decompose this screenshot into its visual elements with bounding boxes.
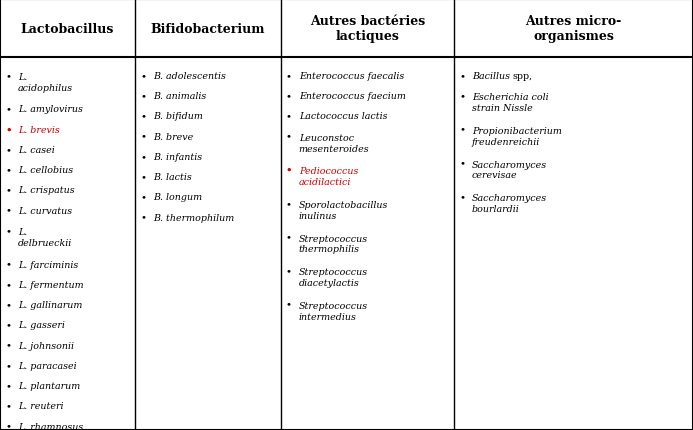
Text: •: •: [6, 361, 11, 370]
Text: Leuconstoc
mesenteroides: Leuconstoc mesenteroides: [299, 134, 369, 153]
Text: •: •: [286, 72, 292, 80]
Text: •: •: [286, 200, 292, 208]
Text: •: •: [141, 193, 146, 202]
Text: L. paracasei: L. paracasei: [18, 361, 77, 370]
Text: Escherichia coli
strain Nissle: Escherichia coli strain Nissle: [472, 93, 549, 113]
Text: •: •: [141, 92, 146, 101]
Text: B. bifidum: B. bifidum: [153, 112, 203, 121]
Text: spp,: spp,: [512, 72, 532, 80]
Text: •: •: [6, 280, 11, 289]
Text: •: •: [6, 206, 11, 215]
Text: L.
acidophilus: L. acidophilus: [18, 73, 73, 92]
Text: Saccharomyces
bourlardii: Saccharomyces bourlardii: [472, 194, 547, 213]
Text: •: •: [286, 233, 292, 242]
Text: •: •: [141, 173, 146, 181]
Text: Streptococcus
thermophilis: Streptococcus thermophilis: [299, 234, 368, 254]
Text: L. cellobius: L. cellobius: [18, 166, 73, 175]
Text: •: •: [459, 159, 465, 168]
Text: L. farciminis: L. farciminis: [18, 260, 78, 269]
Text: •: •: [6, 402, 11, 410]
Text: •: •: [286, 132, 292, 141]
Text: B. thermophilum: B. thermophilum: [153, 213, 234, 222]
Text: Autres bactéries
lactiques: Autres bactéries lactiques: [310, 15, 425, 43]
Text: •: •: [6, 422, 11, 430]
Text: L. crispatus: L. crispatus: [18, 186, 75, 195]
Text: Pediococcus
acidilactici: Pediococcus acidilactici: [299, 167, 358, 187]
Text: B. infantis: B. infantis: [153, 153, 202, 161]
Text: •: •: [6, 301, 11, 309]
Text: •: •: [6, 381, 11, 390]
Text: Saccharomyces
cerevisae: Saccharomyces cerevisae: [472, 160, 547, 180]
Text: L. casei: L. casei: [18, 146, 55, 154]
Text: •: •: [6, 321, 11, 329]
Text: B. lactis: B. lactis: [153, 173, 192, 181]
Text: L. plantarum: L. plantarum: [18, 381, 80, 390]
Text: Streptococcus
diacetylactis: Streptococcus diacetylactis: [299, 268, 368, 287]
Text: Enterococcus faecium: Enterococcus faecium: [299, 92, 405, 101]
Text: Bacillus: Bacillus: [472, 72, 513, 80]
Text: L. reuteri: L. reuteri: [18, 402, 64, 410]
Text: •: •: [459, 72, 465, 80]
Text: •: •: [286, 300, 292, 309]
Text: •: •: [459, 92, 465, 101]
Text: •: •: [6, 146, 11, 154]
Text: B. animalis: B. animalis: [153, 92, 207, 101]
Text: •: •: [6, 105, 11, 114]
Text: L. johnsonii: L. johnsonii: [18, 341, 74, 350]
Text: Propionibacterium
freudenreichii: Propionibacterium freudenreichii: [472, 127, 562, 146]
Text: L. amylovirus: L. amylovirus: [18, 105, 83, 114]
Text: Lactobacillus: Lactobacillus: [21, 22, 114, 36]
Text: •: •: [286, 112, 292, 121]
Text: •: •: [6, 260, 11, 269]
Text: L. fermentum: L. fermentum: [18, 280, 84, 289]
Text: •: •: [286, 267, 292, 275]
Text: Autres micro-
organismes: Autres micro- organismes: [525, 15, 622, 43]
Text: •: •: [141, 72, 146, 80]
Text: Sporolactobacillus
inulinus: Sporolactobacillus inulinus: [299, 201, 388, 220]
Text: B. breve: B. breve: [153, 132, 193, 141]
Text: •: •: [141, 132, 146, 141]
Text: •: •: [141, 112, 146, 121]
Text: Lactococcus lactis: Lactococcus lactis: [299, 112, 387, 121]
Text: •: •: [141, 153, 146, 161]
Text: L. gallinarum: L. gallinarum: [18, 301, 82, 309]
Text: •: •: [5, 126, 12, 134]
Text: Enterococcus faecalis: Enterococcus faecalis: [299, 72, 404, 80]
Text: •: •: [286, 166, 292, 175]
Text: •: •: [459, 126, 465, 134]
Text: L. curvatus: L. curvatus: [18, 206, 72, 215]
Text: •: •: [6, 227, 11, 235]
Text: •: •: [141, 213, 146, 222]
Text: •: •: [6, 341, 11, 350]
Text: L. rhamnosus: L. rhamnosus: [18, 422, 83, 430]
Text: •: •: [459, 193, 465, 201]
Text: •: •: [6, 186, 11, 195]
Text: L. brevis: L. brevis: [18, 126, 60, 134]
Text: Streptococcus
intermedius: Streptococcus intermedius: [299, 301, 368, 321]
Text: B. longum: B. longum: [153, 193, 202, 202]
Text: •: •: [6, 166, 11, 175]
Text: •: •: [286, 92, 292, 101]
Text: •: •: [6, 72, 11, 80]
Text: L. gasseri: L. gasseri: [18, 321, 65, 329]
Text: Bifidobacterium: Bifidobacterium: [150, 22, 265, 36]
Text: L.
delbrueckii: L. delbrueckii: [18, 228, 72, 247]
Text: B. adolescentis: B. adolescentis: [153, 72, 226, 80]
